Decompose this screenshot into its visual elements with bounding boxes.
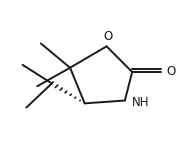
Text: NH: NH	[132, 96, 150, 109]
Text: O: O	[167, 66, 176, 78]
Text: O: O	[103, 30, 112, 43]
